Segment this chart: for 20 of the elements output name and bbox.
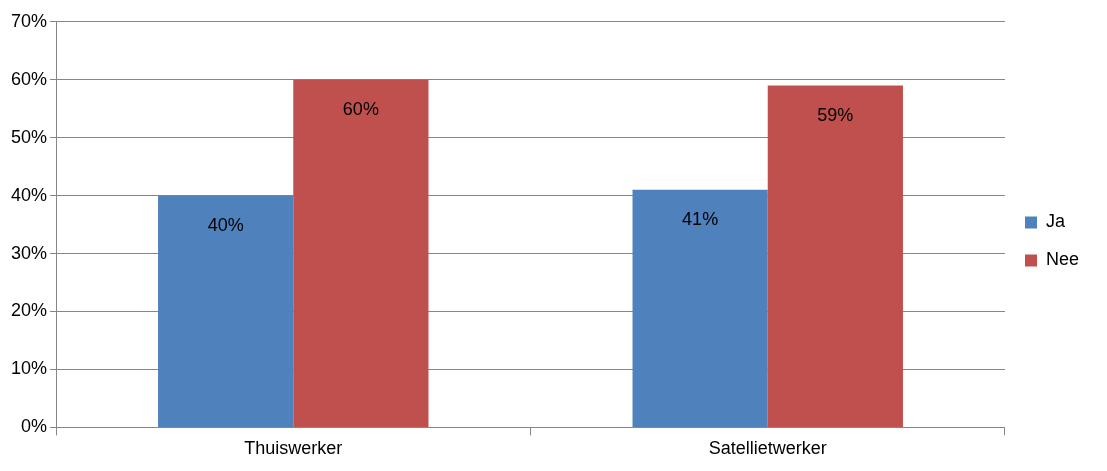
y-tick-label: 20% [11, 300, 48, 321]
data-label: 40% [207, 214, 244, 235]
x-tick-label: Satellietwerker [708, 438, 827, 459]
y-tick-label: 70% [11, 10, 48, 31]
legend-label: Ja [1045, 211, 1066, 232]
bar [767, 85, 903, 427]
y-tick-label: 40% [11, 184, 48, 205]
x-tick-label: Thuiswerker [244, 438, 343, 459]
y-tick-label: 0% [21, 416, 48, 437]
y-tick-label: 30% [11, 242, 48, 263]
data-label: 60% [342, 98, 379, 119]
bar [293, 79, 429, 427]
y-tick-label: 10% [11, 358, 48, 379]
data-label: 41% [682, 208, 719, 229]
bar [158, 195, 294, 427]
legend-label: Nee [1045, 249, 1080, 270]
data-label: 59% [817, 104, 854, 125]
y-tick-label: 60% [11, 68, 48, 89]
bar [632, 189, 768, 427]
y-tick-label: 50% [11, 126, 48, 147]
